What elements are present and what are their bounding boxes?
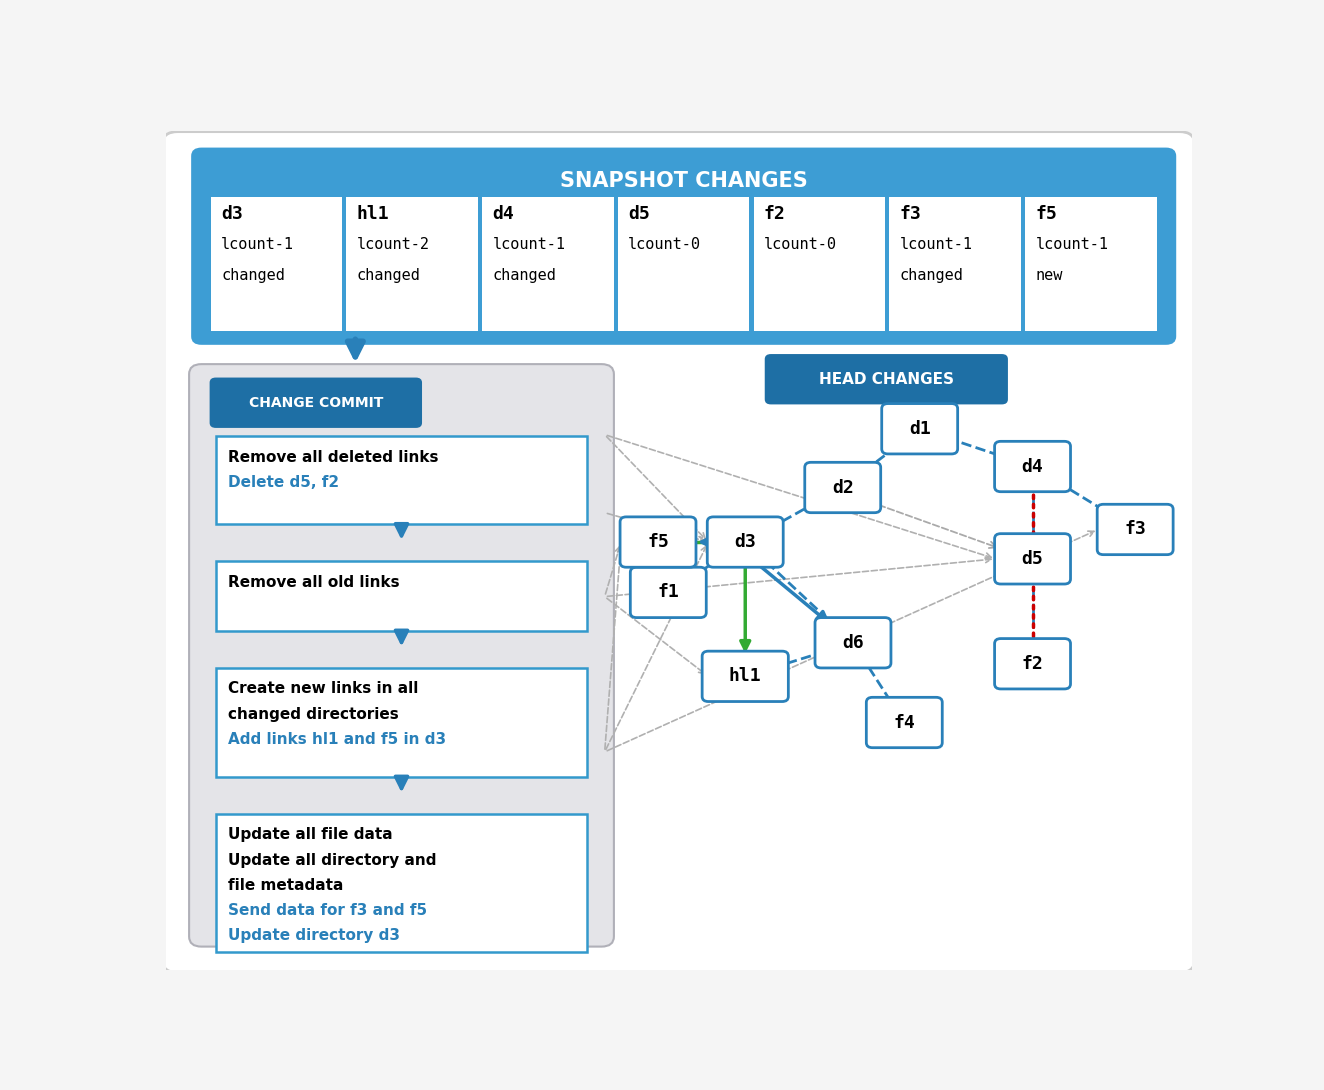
Text: lcount-1: lcount-1	[493, 238, 565, 253]
FancyBboxPatch shape	[209, 377, 422, 428]
Text: f3: f3	[1124, 520, 1147, 538]
Text: f5: f5	[647, 533, 669, 552]
FancyBboxPatch shape	[1098, 505, 1173, 555]
FancyBboxPatch shape	[347, 197, 478, 330]
Text: d3: d3	[735, 533, 756, 552]
FancyBboxPatch shape	[816, 618, 891, 668]
Text: Update all file data: Update all file data	[228, 827, 393, 843]
Text: lcount-1: lcount-1	[900, 238, 973, 253]
FancyBboxPatch shape	[994, 639, 1071, 689]
Text: lcount-1: lcount-1	[221, 238, 294, 253]
Text: lcount-0: lcount-0	[764, 238, 837, 253]
Text: d2: d2	[831, 479, 854, 497]
Text: d5: d5	[1022, 549, 1043, 568]
Text: changed: changed	[221, 268, 285, 283]
Text: changed directories: changed directories	[228, 706, 399, 722]
Text: SNAPSHOT CHANGES: SNAPSHOT CHANGES	[560, 171, 808, 191]
FancyBboxPatch shape	[707, 517, 784, 567]
Text: Send data for f3 and f5: Send data for f3 and f5	[228, 903, 428, 918]
Text: lcount-0: lcount-0	[628, 238, 702, 253]
Text: f1: f1	[658, 583, 679, 602]
Text: f3: f3	[900, 206, 922, 223]
Text: lcount-1: lcount-1	[1035, 238, 1108, 253]
Text: Delete d5, f2: Delete d5, f2	[228, 475, 339, 489]
Text: f4: f4	[894, 714, 915, 731]
Text: Update directory d3: Update directory d3	[228, 929, 400, 943]
FancyBboxPatch shape	[211, 197, 342, 330]
FancyBboxPatch shape	[702, 651, 788, 702]
Text: f5: f5	[1035, 206, 1057, 223]
Text: d4: d4	[493, 206, 514, 223]
Text: new: new	[1035, 268, 1063, 283]
FancyBboxPatch shape	[994, 534, 1071, 584]
Text: f2: f2	[764, 206, 785, 223]
FancyBboxPatch shape	[189, 364, 614, 946]
FancyBboxPatch shape	[216, 668, 588, 777]
Text: d6: d6	[842, 633, 863, 652]
FancyBboxPatch shape	[163, 132, 1194, 972]
FancyBboxPatch shape	[890, 197, 1021, 330]
Text: Remove all deleted links: Remove all deleted links	[228, 450, 438, 464]
Text: d1: d1	[908, 420, 931, 438]
Text: hl1: hl1	[730, 667, 761, 686]
FancyBboxPatch shape	[765, 354, 1008, 404]
Text: lcount-2: lcount-2	[356, 238, 430, 253]
FancyBboxPatch shape	[805, 462, 880, 512]
FancyBboxPatch shape	[620, 517, 696, 567]
Text: CHANGE COMMIT: CHANGE COMMIT	[249, 396, 383, 410]
Text: Add links hl1 and f5 in d3: Add links hl1 and f5 in d3	[228, 731, 446, 747]
FancyBboxPatch shape	[866, 698, 943, 748]
FancyBboxPatch shape	[753, 197, 886, 330]
FancyBboxPatch shape	[630, 567, 706, 618]
Text: f2: f2	[1022, 655, 1043, 673]
Text: d3: d3	[221, 206, 242, 223]
FancyBboxPatch shape	[994, 441, 1071, 492]
FancyBboxPatch shape	[882, 403, 957, 453]
Text: d4: d4	[1022, 458, 1043, 475]
FancyBboxPatch shape	[216, 436, 588, 524]
Text: changed: changed	[493, 268, 556, 283]
FancyBboxPatch shape	[482, 197, 613, 330]
FancyBboxPatch shape	[216, 561, 588, 631]
FancyBboxPatch shape	[618, 197, 749, 330]
Text: d5: d5	[628, 206, 650, 223]
Text: Update all directory and: Update all directory and	[228, 852, 437, 868]
FancyBboxPatch shape	[216, 814, 588, 953]
Text: hl1: hl1	[356, 206, 389, 223]
Text: Create new links in all: Create new links in all	[228, 681, 418, 697]
Text: changed: changed	[356, 268, 421, 283]
Text: file metadata: file metadata	[228, 877, 343, 893]
FancyBboxPatch shape	[1025, 197, 1157, 330]
Text: changed: changed	[900, 268, 964, 283]
Text: HEAD CHANGES: HEAD CHANGES	[818, 372, 953, 387]
Text: Remove all old links: Remove all old links	[228, 574, 400, 590]
FancyBboxPatch shape	[191, 147, 1176, 344]
